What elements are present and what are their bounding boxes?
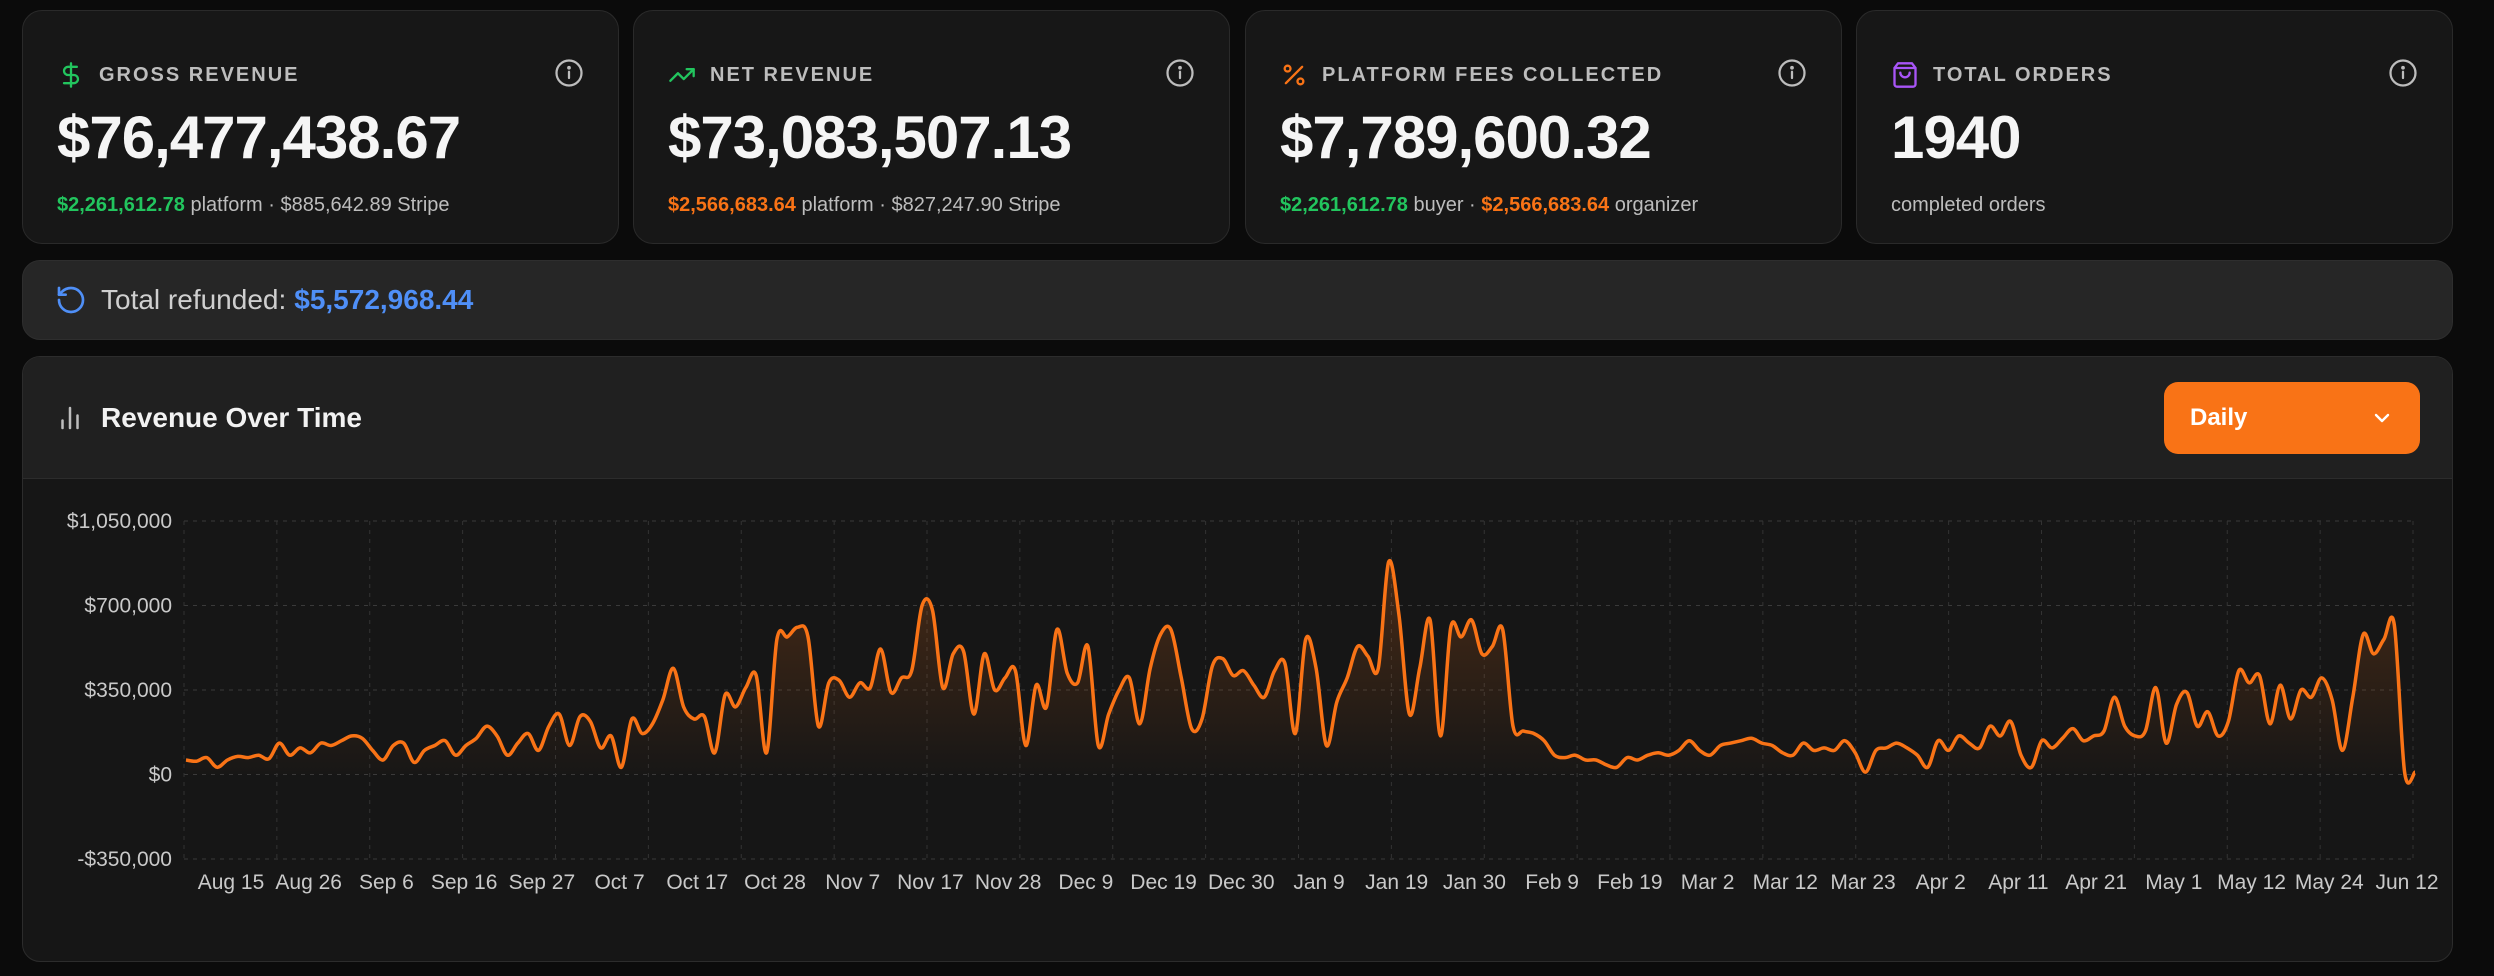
dollar-icon [57, 59, 89, 91]
x-tick-label: Mar 23 [1830, 871, 1895, 894]
kpi-card-gross-revenue: GROSS REVENUE $76,477,438.67 $2,261,612.… [22, 10, 619, 244]
x-tick-label: Jan 30 [1443, 871, 1506, 894]
trending-up-icon [668, 59, 700, 91]
kpi-card-total-orders: TOTAL ORDERS 1940 completed orders [1856, 10, 2453, 244]
x-tick-label: Aug 15 [198, 871, 265, 894]
refresh-icon [55, 284, 87, 316]
x-tick-label: May 1 [2145, 871, 2202, 894]
kpi-subtext-detail: platform · $885,642.89 Stripe [184, 194, 450, 216]
kpi-label: TOTAL ORDERS [1933, 63, 2113, 86]
revenue-chart[interactable]: $1,050,000 $700,000 $350,000 $0 -$350,000 Au… [23, 357, 2453, 962]
kpi-subtext: $2,261,612.78 buyer · $2,566,683.64 orga… [1280, 194, 1698, 217]
x-tick-label: Sep 6 [359, 871, 414, 894]
platform-fee-amount: $2,566,683.64 [668, 194, 796, 216]
x-tick-label: Apr 2 [1916, 871, 1966, 894]
kpi-card-header: GROSS REVENUE [57, 58, 584, 93]
kpi-subtext-detail: completed orders [1891, 194, 2046, 216]
refund-label: Total refunded: [101, 284, 287, 315]
period-select-value: Daily [2190, 404, 2248, 431]
y-tick-label: $700,000 [84, 595, 172, 618]
kpi-card-header: PLATFORM FEES COLLECTED [1280, 58, 1807, 93]
x-tick-label: Nov 17 [897, 871, 964, 894]
y-tick-label: $350,000 [84, 679, 172, 702]
kpi-label: GROSS REVENUE [99, 63, 300, 86]
kpi-subtext-detail: platform · $827,247.90 Stripe [795, 194, 1061, 216]
percent-icon [1280, 59, 1312, 91]
kpi-card-header: NET REVENUE [668, 58, 1195, 93]
kpi-value: $76,477,438.67 [57, 104, 461, 171]
x-tick-label: Oct 17 [666, 871, 728, 894]
kpi-subtext: $2,261,612.78 platform · $885,642.89 Str… [57, 194, 450, 217]
kpi-subtext-detail: organizer [1609, 194, 1699, 216]
x-tick-label: Jan 19 [1365, 871, 1428, 894]
period-select[interactable]: Daily [2164, 382, 2420, 454]
x-tick-label: Jan 9 [1293, 871, 1344, 894]
bar-chart-icon [55, 403, 85, 433]
info-icon[interactable] [554, 58, 584, 93]
chart-title: Revenue Over Time [101, 401, 362, 433]
kpi-subtext: completed orders [1891, 194, 2046, 217]
x-tick-label: Aug 26 [275, 871, 342, 894]
kpi-value: $73,083,507.13 [668, 104, 1072, 171]
y-tick-label: $1,050,000 [67, 510, 172, 533]
info-icon[interactable] [1777, 58, 1807, 93]
platform-fee-amount: $2,261,612.78 [57, 194, 185, 216]
buyer-fee-amount: $2,261,612.78 [1280, 194, 1408, 216]
x-tick-label: Oct 28 [744, 871, 806, 894]
y-tick-label: $0 [149, 764, 172, 787]
x-tick-label: Dec 19 [1130, 871, 1197, 894]
revenue-chart-card: Revenue Over Time Daily $1,050,000 $700,0… [22, 356, 2453, 962]
kpi-subtext: $2,566,683.64 platform · $827,247.90 Str… [668, 194, 1061, 217]
kpi-label: NET REVENUE [710, 63, 875, 86]
x-tick-label: Mar 2 [1681, 871, 1735, 894]
x-tick-label: Dec 30 [1208, 871, 1275, 894]
info-icon[interactable] [1165, 58, 1195, 93]
x-tick-label: Sep 27 [509, 871, 576, 894]
kpi-card-platform-fees: PLATFORM FEES COLLECTED $7,789,600.32 $2… [1245, 10, 1842, 244]
x-tick-label: Dec 9 [1058, 871, 1113, 894]
kpi-card-header: TOTAL ORDERS [1891, 58, 2418, 93]
chevron-down-icon [2370, 406, 2394, 430]
shopping-bag-icon [1891, 59, 1923, 91]
x-tick-label: May 12 [2217, 871, 2286, 894]
x-tick-label: Jun 12 [2375, 871, 2438, 894]
kpi-subtext-detail: buyer · [1407, 194, 1482, 216]
kpi-card-net-revenue: NET REVENUE $73,083,507.13 $2,566,683.64… [633, 10, 1230, 244]
refund-summary-bar: Total refunded: $5,572,968.44 [22, 260, 2453, 340]
info-icon[interactable] [2388, 58, 2418, 93]
x-tick-label: Nov 28 [975, 871, 1042, 894]
x-tick-label: Apr 11 [1988, 871, 2048, 894]
x-tick-label: May 24 [2295, 871, 2364, 894]
kpi-label: PLATFORM FEES COLLECTED [1322, 63, 1664, 86]
kpi-value: 1940 [1891, 104, 2021, 171]
x-tick-label: Feb 19 [1597, 871, 1662, 894]
series-area [186, 560, 2415, 783]
chart-header: Revenue Over Time Daily [23, 357, 2452, 479]
x-tick-label: Mar 12 [1753, 871, 1818, 894]
organizer-fee-amount: $2,566,683.64 [1481, 194, 1610, 216]
x-tick-label: Nov 7 [825, 871, 880, 894]
refund-value: $5,572,968.44 [294, 284, 474, 315]
x-tick-label: Sep 16 [431, 871, 498, 894]
x-tick-label: Feb 9 [1525, 871, 1579, 894]
y-tick-label: -$350,000 [77, 848, 172, 871]
series-line[interactable] [185, 558, 2417, 785]
kpi-value: $7,789,600.32 [1280, 104, 1652, 171]
x-tick-label: Oct 7 [594, 871, 644, 894]
x-tick-label: Apr 21 [2065, 871, 2127, 894]
